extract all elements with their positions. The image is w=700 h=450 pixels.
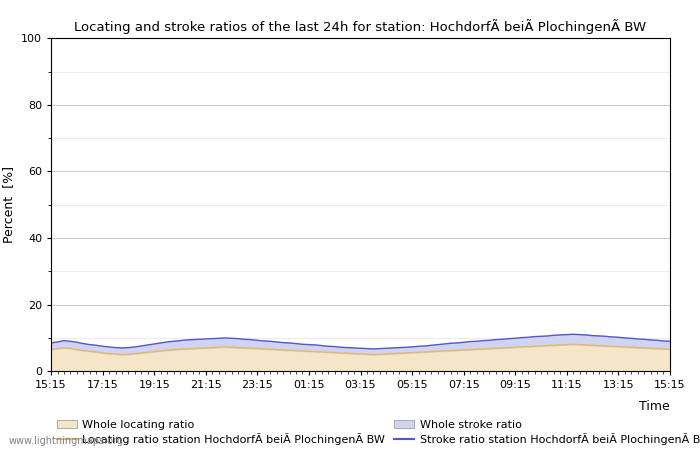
Legend: Whole locating ratio, Locating ratio station HochdorfÃ beiÃ PlochingenÃ BW, Whol: Whole locating ratio, Locating ratio sta…	[57, 420, 700, 446]
Text: Time: Time	[639, 400, 670, 413]
Y-axis label: Percent  [%]: Percent [%]	[3, 166, 15, 243]
Text: www.lightningmaps.org: www.lightningmaps.org	[8, 436, 123, 446]
Title: Locating and stroke ratios of the last 24h for station: HochdorfÃ beiÃ Plochinge: Locating and stroke ratios of the last 2…	[74, 19, 647, 34]
